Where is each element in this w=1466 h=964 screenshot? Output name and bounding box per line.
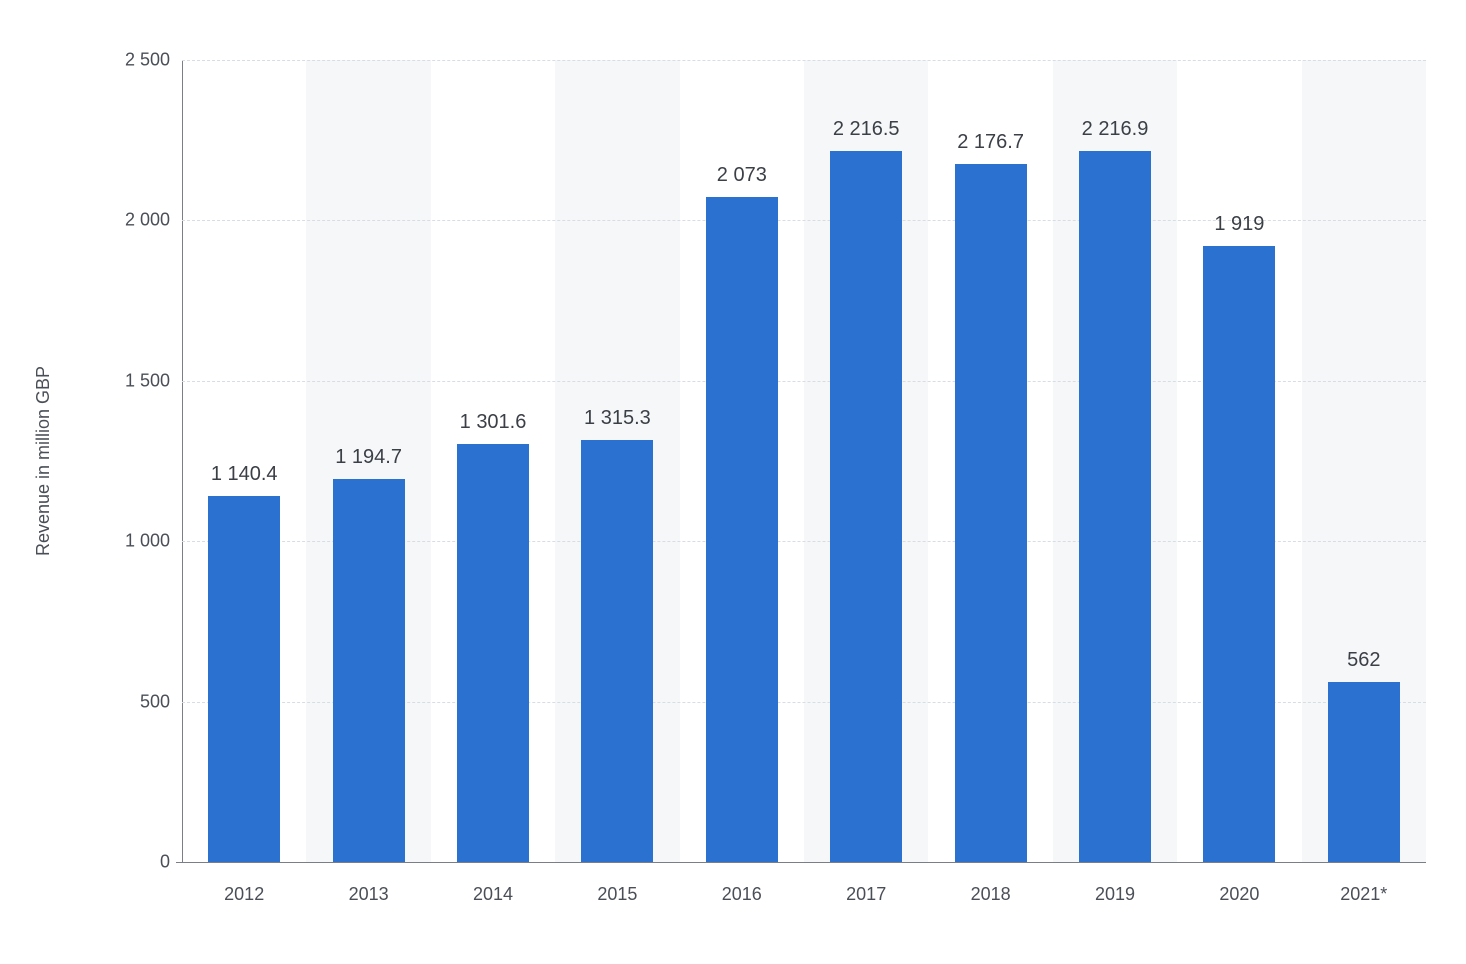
x-tick-label: 2020 <box>1219 884 1259 905</box>
y-axis-line <box>182 60 183 862</box>
x-tick-label: 2017 <box>846 884 886 905</box>
x-tick-label: 2019 <box>1095 884 1135 905</box>
bar-value-label: 2 216.9 <box>1082 118 1149 141</box>
bar-value-label: 2 073 <box>717 164 767 187</box>
x-tick-label: 2015 <box>597 884 637 905</box>
bar <box>333 479 405 862</box>
y-tick-label: 500 <box>60 691 170 712</box>
y-tick-label: 1 000 <box>60 531 170 552</box>
bar <box>706 197 778 862</box>
bar <box>581 440 653 862</box>
bar-value-label: 1 301.6 <box>460 411 527 434</box>
bar <box>457 444 529 862</box>
bar <box>1079 151 1151 862</box>
bar-value-label: 1 919 <box>1214 213 1264 236</box>
bar <box>208 496 280 862</box>
x-tick-label: 2018 <box>971 884 1011 905</box>
bar-value-label: 1 315.3 <box>584 407 651 430</box>
y-tick-label: 2 000 <box>60 210 170 231</box>
bar-value-label: 2 216.5 <box>833 118 900 141</box>
x-tick-label: 2012 <box>224 884 264 905</box>
bar-value-label: 2 176.7 <box>957 131 1024 154</box>
x-axis-line <box>176 862 1426 863</box>
y-tick-label: 2 500 <box>60 50 170 71</box>
x-tick-label: 2014 <box>473 884 513 905</box>
bar <box>955 164 1027 862</box>
gridline <box>182 60 1426 61</box>
bar-chart: Revenue in million GBP 0 500 1 000 1 500 2 0… <box>0 0 1466 964</box>
bar <box>830 151 902 862</box>
bar-value-label: 1 194.7 <box>335 446 402 469</box>
bar-value-label: 1 140.4 <box>211 463 278 486</box>
x-tick-label: 2021* <box>1340 884 1387 905</box>
bar <box>1203 246 1275 862</box>
x-tick-label: 2016 <box>722 884 762 905</box>
y-tick-label: 1 500 <box>60 370 170 391</box>
x-tick-label: 2013 <box>349 884 389 905</box>
bar-value-label: 562 <box>1347 649 1380 672</box>
y-axis-title: Revenue in million GBP <box>33 366 54 556</box>
y-tick-label: 0 <box>60 852 170 873</box>
bar <box>1328 682 1400 862</box>
